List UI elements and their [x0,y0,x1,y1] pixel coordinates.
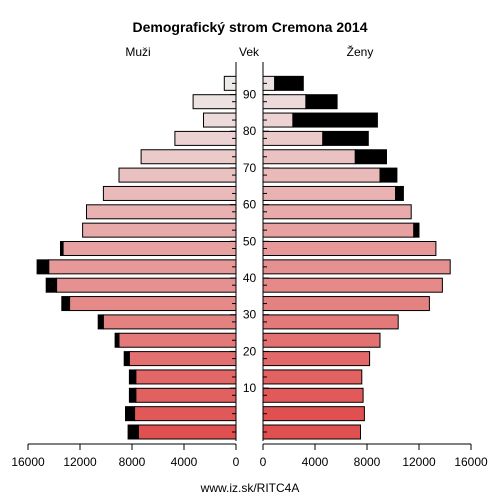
bar-men-0-4 [138,424,237,440]
x-tick-label-left-16000: 16000 [11,455,45,469]
bar-women-75-79 [262,149,356,165]
bar-men-40-44 [56,277,237,293]
y-tick-label-20: 20 [243,344,257,358]
footer-url: www.iz.sk/RITC4A [200,481,300,495]
bar-women-excess-70-74 [379,167,398,183]
bar-women-60-64 [262,204,412,220]
x-tick-label-left-12000: 12000 [63,455,97,469]
bar-men-5-9 [134,406,237,422]
bar-women-35-39 [262,296,430,312]
bar-men-excess-40-44 [45,277,58,293]
bar-women-50-54 [262,241,437,256]
y-tick-label-60: 60 [243,198,257,212]
y-tick-label-80: 80 [243,124,257,138]
bar-men-85-89 [203,112,237,128]
bar-men-15-19 [135,369,237,385]
x-tick-label-left-8000: 8000 [119,455,146,469]
bar-women-excess-75-79 [354,149,387,165]
bar-men-75-79 [140,149,237,165]
bar-women-70-74 [262,167,381,183]
bar-men-20-24 [128,351,237,367]
bar-men-55-59 [82,222,237,238]
x-tick-label-left-4000: 4000 [171,455,198,469]
bar-men-65-69 [102,185,237,201]
bar-men-35-39 [69,296,237,312]
bar-women-45-49 [262,259,451,275]
bar-women-80-84 [262,130,324,146]
x-tick-label-right-8000: 8000 [354,455,381,469]
bar-women-excess-55-59 [413,222,420,238]
bar-women-5-9 [262,406,365,422]
y-tick-label-50: 50 [243,234,257,248]
bar-men-50-54 [62,241,237,256]
bar-women-0-4 [262,424,361,440]
bar-men-10-14 [135,387,237,403]
y-tick-label-30: 30 [243,308,257,322]
x-tick-label-right-4000: 4000 [302,455,329,469]
bar-men-excess-15-19 [128,369,137,385]
bar-men-excess-35-39 [61,296,71,312]
y-tick-label-40: 40 [243,271,257,285]
bar-men-excess-10-14 [128,387,137,403]
bar-women-excess-65-69 [395,185,404,201]
bar-women-20-24 [262,351,371,367]
bar-men-excess-30-34 [97,314,104,330]
y-tick-label-70: 70 [243,161,257,175]
x-tick-label-right-16000: 16000 [454,455,488,469]
x-tick-label-right-12000: 12000 [402,455,436,469]
bar-women-excess-80-84 [322,130,369,146]
bar-men-excess-45-49 [36,259,50,275]
bar-men-excess-25-29 [114,332,120,348]
center-label-vek: Vek [239,45,260,59]
bar-women-excess-85-89 [292,112,378,128]
bar-men-60-64 [86,204,237,220]
bar-women-excess-90-94 [305,94,338,110]
x-tick-label-right-0: 0 [260,455,267,469]
chart-title: Demografický strom Cremona 2014 [133,19,368,35]
bar-men-excess-5-9 [125,406,136,422]
bar-women-65-69 [262,185,397,201]
bar-men-25-29 [118,332,237,348]
bar-women-55-59 [262,222,415,238]
bar-women-85-89 [262,112,294,128]
bar-men-70-74 [118,167,237,183]
bar-women-30-34 [262,314,399,330]
bar-women-10-14 [262,387,364,403]
bar-men-45-49 [48,259,237,275]
bar-women-15-19 [262,369,363,385]
bar-women-40-44 [262,277,443,293]
bars-group [36,75,451,440]
y-tick-label-10: 10 [243,381,257,395]
bar-men-80-84 [174,130,237,146]
bar-women-25-29 [262,332,381,348]
axes-group: 90 80 70 60 50 40 30 20 10 16000 12000 8000 4000 0 0 40… [11,62,488,469]
right-label-zeny: Ženy [347,44,374,59]
left-label-muzi: Muži [125,45,150,59]
bar-men-90-94 [192,94,237,110]
bar-women-excess-95+ [274,75,304,91]
bar-women-90-94 [262,94,307,110]
x-tick-label-left-0: 0 [233,455,240,469]
bar-men-excess-0-4 [127,424,140,440]
y-tick-label-90: 90 [243,88,257,102]
bar-men-excess-20-24 [123,351,130,367]
bar-men-30-34 [102,314,237,330]
